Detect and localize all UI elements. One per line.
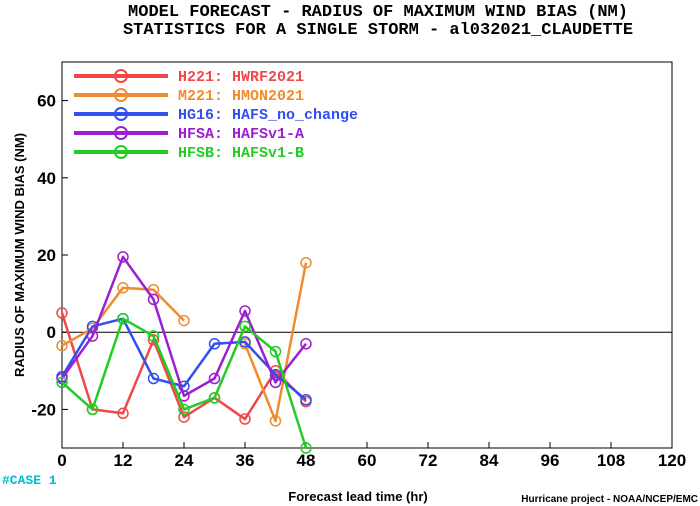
series-layer — [56, 251, 312, 454]
legend-label: HFSA: HAFSv1-A — [178, 126, 304, 143]
data-point — [239, 305, 251, 317]
data-point — [56, 376, 68, 389]
legend-label: M221: HMON2021 — [178, 88, 304, 105]
x-tick-label: 0 — [57, 451, 66, 470]
data-point — [300, 394, 312, 406]
data-point — [239, 336, 251, 348]
series-line — [60, 312, 307, 421]
y-tick-label: 0 — [47, 323, 56, 342]
data-point — [56, 339, 68, 352]
x-tick-label: 120 — [658, 451, 686, 470]
y-tick-label: -20 — [31, 400, 56, 419]
x-tick-label: 48 — [297, 451, 316, 470]
data-point — [178, 403, 190, 416]
series-line — [61, 317, 308, 449]
data-point — [117, 407, 129, 420]
legend-marker — [114, 88, 128, 102]
data-point — [300, 442, 312, 454]
chart-title-line-1: MODEL FORECAST - RADIUS OF MAXIMUM WIND … — [128, 3, 628, 22]
chart-title-line-2: STATISTICS FOR A SINGLE STORM - al032021… — [123, 21, 633, 40]
legend-label: H221: HWRF2021 — [178, 69, 304, 86]
y-axis-label: RADIUS OF MAXIMUM WIND BIAS (NM) — [12, 133, 27, 377]
data-point — [239, 413, 251, 425]
data-point — [269, 376, 282, 389]
data-point — [147, 330, 160, 342]
legend-marker — [114, 126, 128, 140]
data-point — [269, 415, 282, 427]
data-point — [147, 293, 160, 306]
data-point — [208, 392, 221, 404]
series-3 — [56, 251, 312, 402]
legend: H221: HWRF2021 M221: HMON2021 HG16: HAFS_n… — [74, 69, 358, 162]
y-tick-label: 60 — [37, 92, 56, 111]
data-point — [178, 314, 190, 327]
x-tick-label: 60 — [358, 451, 377, 470]
data-point — [117, 312, 129, 325]
series-line — [60, 255, 307, 398]
x-axis-label: Forecast lead time (hr) — [288, 489, 427, 504]
data-point — [147, 372, 160, 385]
footer-credit: Hurricane project - NOAA/NCEP/EMC — [521, 494, 698, 505]
data-point — [239, 320, 251, 333]
x-tick-label: 72 — [419, 451, 438, 470]
legend-marker — [114, 107, 128, 121]
data-point — [56, 307, 68, 319]
data-point — [86, 403, 99, 416]
y-tick-label: 20 — [37, 246, 56, 265]
data-point — [208, 372, 221, 385]
legend-marker — [114, 145, 128, 159]
x-tick-label: 108 — [597, 451, 625, 470]
data-point — [269, 345, 282, 358]
data-point — [117, 251, 129, 263]
data-point — [178, 411, 190, 423]
x-tick-label: 24 — [175, 451, 194, 470]
data-point — [208, 338, 221, 350]
legend-label: HFSB: HAFSv1-B — [178, 145, 304, 162]
legend-marker — [114, 69, 128, 83]
data-point — [300, 256, 312, 269]
x-tick-label: 84 — [480, 451, 499, 470]
x-tick-label: 12 — [114, 451, 133, 470]
x-tick-label: 36 — [236, 451, 255, 470]
series-line — [60, 317, 307, 401]
y-tick-label: 40 — [37, 169, 56, 188]
data-point — [300, 338, 312, 350]
data-point — [86, 330, 99, 342]
y-ticks: -20 0 20 40 60 — [31, 92, 68, 419]
x-ticks: 0 12 24 36 48 60 72 84 96 108 120 — [57, 442, 686, 470]
case-label: #CASE 1 — [2, 473, 57, 488]
x-tick-label: 96 — [541, 451, 560, 470]
data-point — [117, 282, 129, 294]
plot-frame — [61, 61, 673, 449]
series-line — [61, 286, 185, 347]
legend-label: HG16: HAFS_no_change — [178, 107, 358, 124]
series-4 — [56, 312, 312, 454]
series-line — [243, 262, 308, 423]
